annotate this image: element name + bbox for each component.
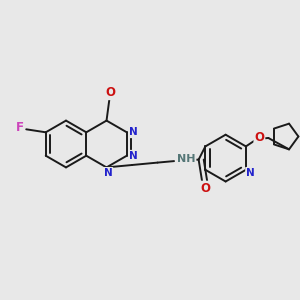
Text: NH: NH — [177, 154, 196, 164]
Text: O: O — [201, 182, 211, 195]
Text: N: N — [246, 168, 255, 178]
Text: N: N — [104, 168, 112, 178]
Text: N: N — [129, 151, 138, 161]
Text: N: N — [129, 127, 138, 137]
Text: O: O — [105, 86, 115, 99]
Text: F: F — [16, 121, 24, 134]
Text: O: O — [254, 131, 264, 144]
